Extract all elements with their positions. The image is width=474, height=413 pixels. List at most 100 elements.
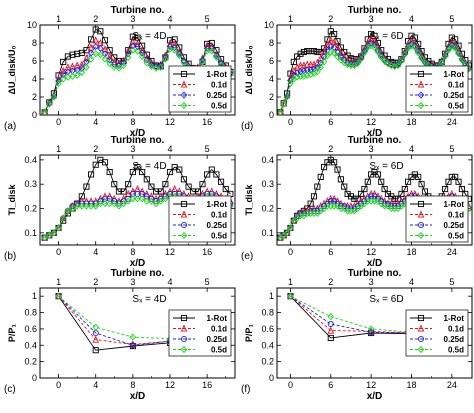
data-point [92, 43, 99, 51]
data-point [327, 326, 335, 334]
data-point [401, 51, 408, 59]
data-point [55, 292, 62, 300]
top-tick-label: 1 [288, 277, 293, 287]
top-axis-label: Turbine no. [111, 5, 165, 16]
legend: 1-Rot 0.1d0.25d 0.5d [405, 195, 469, 243]
y-tick-label: 1 [32, 291, 37, 301]
data-point [208, 166, 215, 173]
data-point [314, 68, 321, 76]
data-point [307, 70, 314, 79]
data-point [171, 43, 178, 52]
x-axis-label: x/D [367, 391, 383, 402]
top-tick-label: 4 [167, 14, 172, 24]
data-point [341, 59, 348, 67]
data-point [120, 61, 127, 70]
data-point [317, 63, 324, 71]
data-point [73, 71, 81, 79]
data-point [203, 47, 211, 55]
y-tick-label: 0.6 [261, 324, 274, 334]
data-point [64, 63, 72, 71]
data-point [317, 54, 325, 62]
data-point [408, 40, 415, 48]
x-tick-label: 4 [93, 247, 98, 257]
data-point [314, 48, 321, 56]
data-point [78, 69, 85, 77]
data-point [46, 231, 53, 239]
x-tick-label: 6 [328, 117, 333, 127]
y-tick-label: 6 [32, 56, 37, 66]
data-point [88, 171, 95, 178]
data-point [60, 58, 67, 65]
data-point [69, 51, 76, 58]
data-point [115, 64, 123, 72]
data-point [452, 173, 459, 180]
y-tick-label: 2 [269, 92, 274, 102]
data-point [162, 55, 169, 63]
data-point [358, 190, 365, 197]
legend-label: 0.1d [448, 211, 464, 220]
legend-label: 0.25d [207, 221, 228, 230]
data-point [55, 224, 62, 232]
top-tick-label: 4 [409, 277, 414, 287]
data-point [287, 79, 294, 88]
data-point [415, 49, 422, 57]
data-point [111, 63, 118, 71]
spacing-annotation: Sₓ = 6D [369, 294, 403, 305]
data-point [374, 197, 382, 205]
data-point [69, 204, 76, 213]
y-tick-label: 0 [32, 110, 37, 120]
data-point [148, 62, 155, 70]
data-point [50, 92, 58, 100]
legend-label: 1-Rot [444, 314, 465, 323]
plot-frame [276, 154, 473, 246]
data-point [334, 48, 341, 56]
data-point [418, 53, 425, 61]
data-point [204, 171, 211, 178]
data-point [364, 36, 371, 43]
legend-label: 0.1d [448, 325, 464, 334]
data-point [300, 72, 308, 80]
data-point [317, 173, 324, 180]
top-tick-label: 2 [328, 144, 333, 154]
y-tick-label: 6 [269, 56, 274, 66]
data-point [92, 202, 99, 210]
plot-frame [276, 287, 473, 379]
data-point [334, 52, 341, 61]
x-tick-label: 12 [366, 380, 376, 390]
legend-marker [417, 221, 425, 229]
legend-marker [180, 221, 188, 229]
data-point [106, 52, 113, 60]
data-point [401, 50, 408, 58]
data-point [78, 202, 85, 210]
top-tick-label: 1 [56, 144, 61, 154]
data-point [411, 43, 419, 52]
y-tick-label: 0.2 [261, 204, 274, 214]
legend-label: 0.25d [444, 335, 465, 344]
legend-marker [180, 324, 188, 332]
legend-label: 0.5d [448, 346, 464, 355]
legend-label: 0.5d [211, 102, 227, 111]
data-point [361, 47, 368, 55]
data-point [455, 49, 462, 57]
data-point [50, 90, 57, 97]
y-tick-label: 1 [269, 291, 274, 301]
data-point [331, 159, 338, 166]
legend-marker [180, 91, 188, 99]
data-point [368, 329, 375, 336]
data-point [280, 100, 287, 108]
y-axis-label: TI_disk [244, 184, 254, 216]
top-axis-label: Turbine no. [111, 268, 165, 279]
top-tick-label: 3 [369, 277, 374, 287]
series-line [44, 48, 231, 113]
top-axis-label: Turbine no. [348, 135, 402, 146]
data-point [125, 181, 132, 188]
spacing-annotation: Sₓ = 6D [369, 161, 403, 172]
y-tick-label: 4 [269, 74, 274, 84]
data-point [129, 42, 137, 50]
data-point [134, 43, 141, 51]
data-point [381, 186, 388, 193]
data-point [60, 214, 67, 222]
data-point [129, 38, 137, 46]
legend: 1-Rot 0.1d0.25d 0.5d [405, 65, 469, 113]
